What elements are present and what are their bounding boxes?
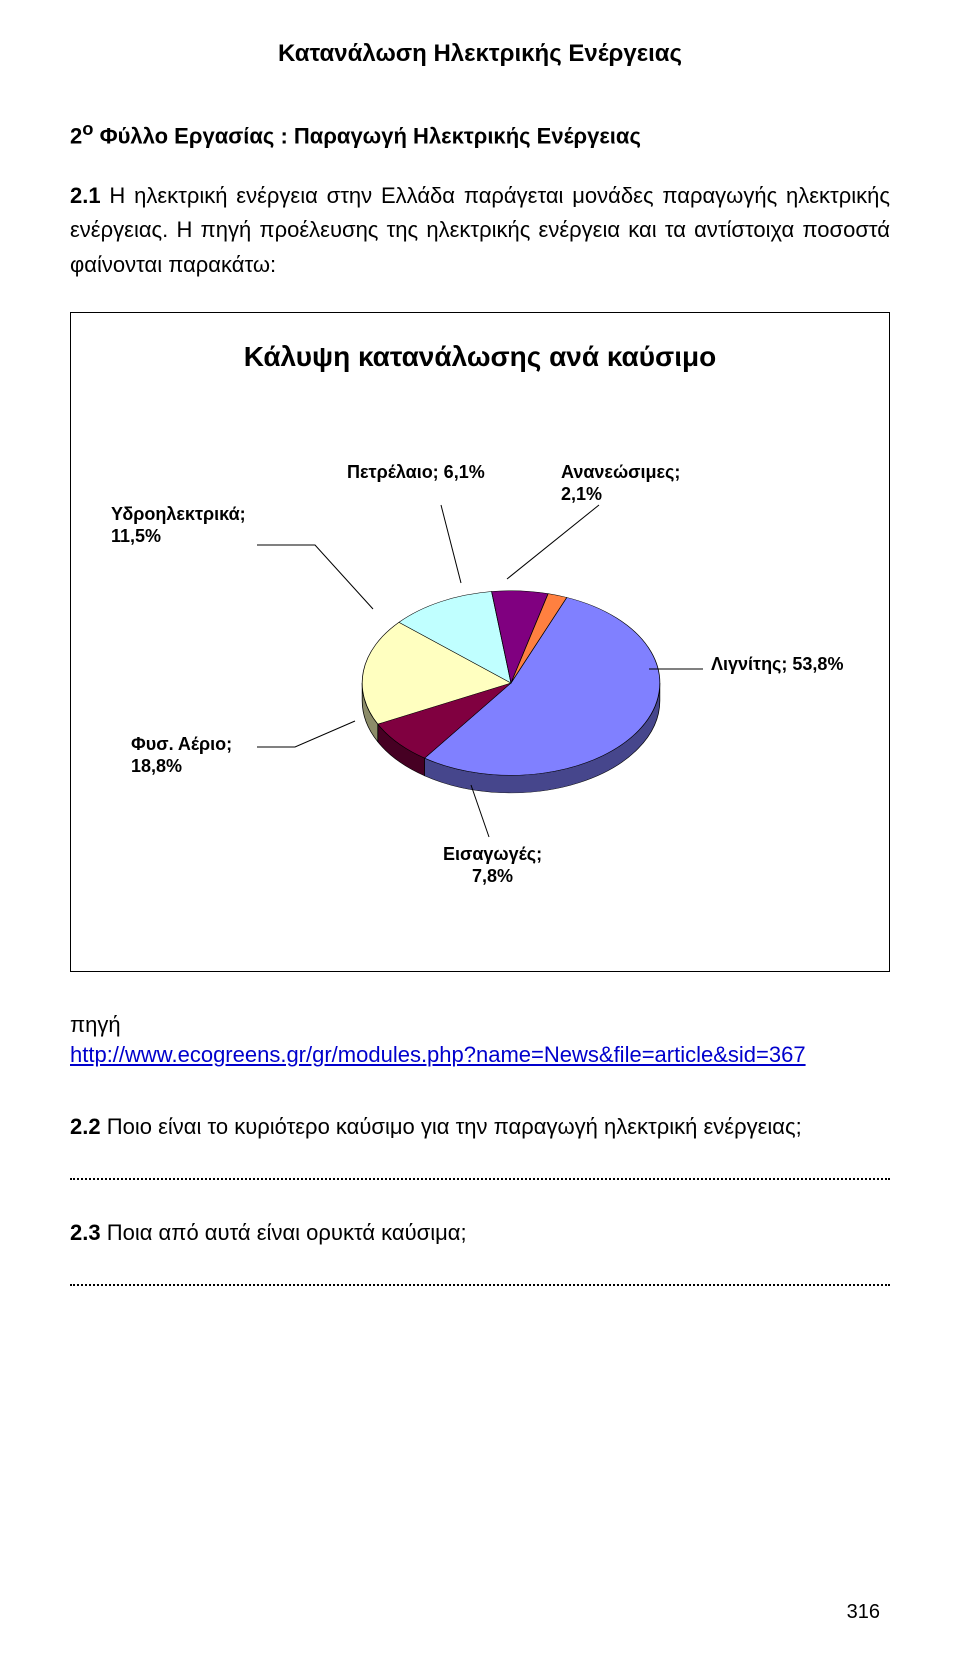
q23-text: Ποια από αυτά είναι ορυκτά καύσιμα; (101, 1220, 467, 1245)
question-2-3: 2.3 Ποια από αυτά είναι ορυκτά καύσιμα; (70, 1220, 890, 1246)
answer-line-1 (70, 1178, 890, 1180)
page-title: Κατανάλωση Ηλεκτρικής Ενέργειας (70, 40, 890, 68)
page-number: 316 (847, 1601, 880, 1624)
source-link[interactable]: http://www.ecogreens.gr/gr/modules.php?n… (70, 1042, 890, 1068)
slice-label: Υδροηλεκτρικά;11,5% (111, 503, 246, 548)
q22-text: Ποιο είναι το κυριότερο καύσιμο για την … (101, 1114, 802, 1139)
q23-num: 2.3 (70, 1220, 101, 1245)
pie-chart-frame: Κάλυψη κατανάλωσης ανά καύσιμο Λιγνίτης;… (70, 312, 890, 972)
source-prefix: πηγή (70, 1012, 890, 1038)
question-2-2: 2.2 Ποιο είναι το κυριότερο καύσιμο για … (70, 1114, 890, 1140)
slice-label: Εισαγωγές;7,8% (443, 843, 542, 888)
slice-label: Πετρέλαιο; 6,1% (347, 461, 485, 484)
para-2-1-num: 2.1 (70, 183, 101, 208)
q22-num: 2.2 (70, 1114, 101, 1139)
worksheet-heading: 2ο Φύλλο Εργασίας : Παραγωγή Ηλεκτρικής … (70, 118, 890, 149)
para-2-1: 2.1 Η ηλεκτρική ενέργεια στην Ελλάδα παρ… (70, 179, 890, 281)
para-2-1-text: Η ηλεκτρική ενέργεια στην Ελλάδα παράγετ… (70, 183, 890, 276)
heading-prefix: 2 (70, 123, 82, 148)
slice-label: Ανανεώσιμες;2,1% (561, 461, 680, 506)
slice-label: Λιγνίτης; 53,8% (711, 653, 843, 676)
heading-rest: Φύλλο Εργασίας : Παραγωγή Ηλεκτρικής Ενέ… (93, 123, 640, 148)
slice-label: Φυσ. Αέριο;18,8% (131, 733, 232, 778)
heading-sup: ο (82, 118, 93, 139)
answer-line-2 (70, 1284, 890, 1286)
